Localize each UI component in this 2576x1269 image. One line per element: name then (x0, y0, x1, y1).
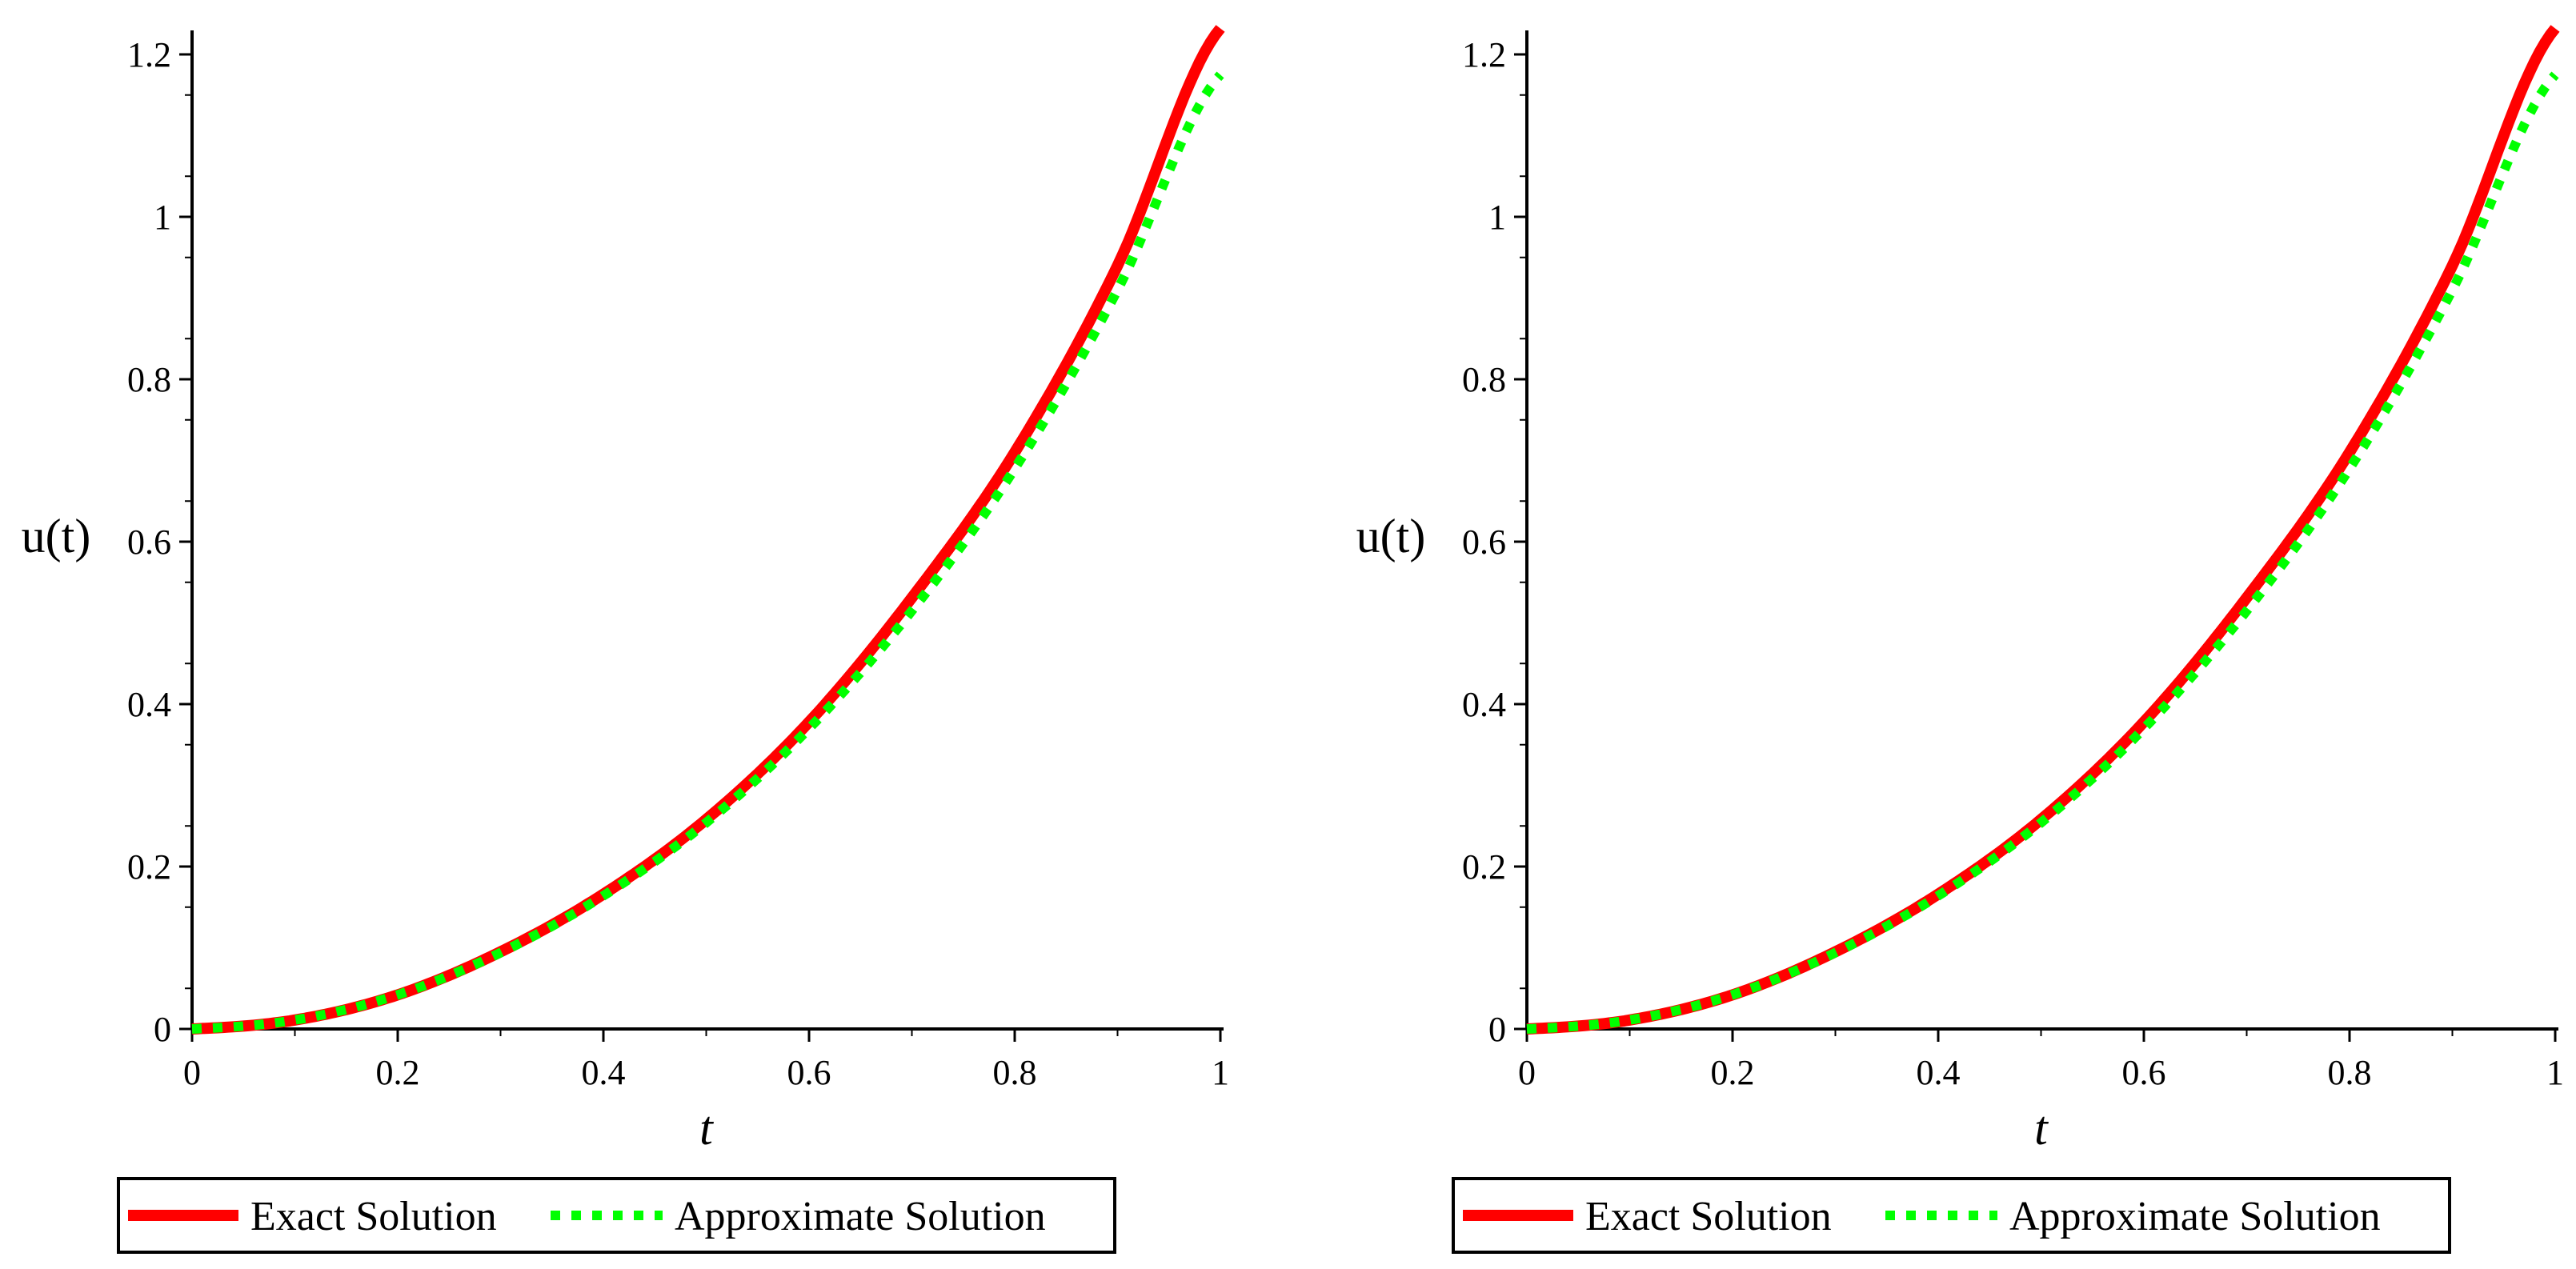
x-axis-label: t (699, 1102, 714, 1155)
exact-solution-line (191, 25, 1225, 1035)
y-tick-label: 0.4 (1462, 685, 1506, 724)
x-tick-label: 0.4 (582, 1053, 626, 1092)
chart-panel-left: 0 0.2 0.4 0.6 0.8 1 1.2 0 0.2 0.4 0.6 0.8 1 u(t) t Exac… (22, 25, 1229, 1254)
y-tick-label: 0.2 (1462, 847, 1506, 887)
x-tick-label: 0.8 (2328, 1053, 2372, 1092)
y-tick-label: 1 (1488, 198, 1506, 237)
y-tick-label: 0.8 (127, 360, 171, 399)
x-tick-label: 1 (2546, 1053, 2564, 1092)
y-tick-label: 0.4 (127, 685, 171, 724)
x-tick-label: 0.4 (1917, 1053, 1961, 1092)
y-tick-label: 1 (154, 198, 171, 237)
x-tick-label: 0.2 (1711, 1053, 1755, 1092)
approximate-solution-line (191, 71, 1224, 1034)
y-tick-label: 0.6 (1462, 522, 1506, 562)
y-tick-label: 0 (154, 1010, 171, 1049)
y-axis-label: u(t) (22, 510, 91, 562)
y-axis-label: u(t) (1356, 510, 1426, 562)
x-tick-label: 0 (1518, 1053, 1536, 1092)
y-tick-label: 0.8 (1462, 360, 1506, 399)
y-tick-label: 1.2 (1462, 35, 1506, 74)
chart-panel-right: 0 0.2 0.4 0.6 0.8 1 1.2 0 0.2 0.4 0.6 0.8 1 u(t) t Exac… (1356, 25, 2564, 1254)
y-tick-label: 0 (1488, 1010, 1506, 1049)
x-axis-label: t (2034, 1102, 2049, 1155)
x-tick-label: 0.6 (2122, 1053, 2166, 1092)
y-tick-label: 0.6 (127, 522, 171, 562)
legend-label-approximate: Approximate Solution (2009, 1194, 2381, 1239)
x-tick-label: 1 (1212, 1053, 1229, 1092)
legend-label-exact: Exact Solution (1585, 1194, 1832, 1239)
legend: Exact Solution Approximate Solution (117, 1177, 1116, 1254)
legend: Exact Solution Approximate Solution (1452, 1177, 2451, 1254)
x-tick-label: 0.2 (376, 1053, 420, 1092)
exact-solution-line (1526, 25, 2560, 1035)
legend-label-approximate: Approximate Solution (675, 1194, 1046, 1239)
x-tick-label: 0 (183, 1053, 201, 1092)
x-tick-label: 0.6 (787, 1053, 831, 1092)
y-tick-label: 0.2 (127, 847, 171, 887)
legend-label-exact: Exact Solution (250, 1194, 497, 1239)
x-tick-label: 0.8 (993, 1053, 1037, 1092)
approximate-solution-line (1526, 71, 2559, 1034)
y-tick-label: 1.2 (127, 35, 171, 74)
